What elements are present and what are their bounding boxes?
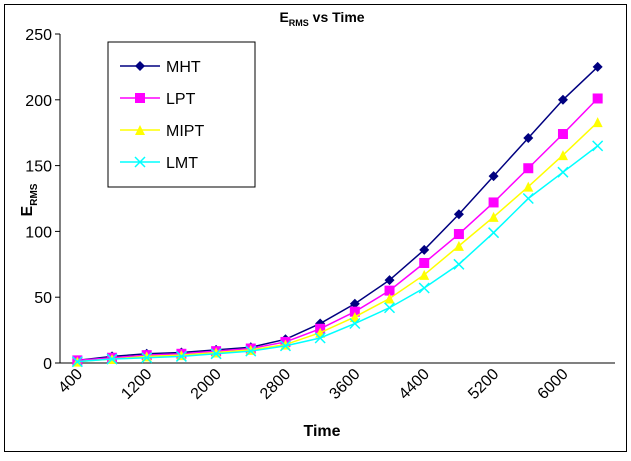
marker: [141, 352, 153, 364]
marker: [592, 117, 603, 128]
marker: [488, 211, 499, 222]
y-tick-label: 50: [34, 290, 52, 307]
x-axis-label: Time: [303, 423, 340, 440]
marker: [523, 132, 534, 143]
marker: [419, 269, 430, 280]
marker: [245, 345, 257, 357]
marker: [418, 282, 430, 294]
marker: [419, 244, 430, 255]
y-tick-label: 150: [25, 159, 52, 176]
marker: [557, 150, 568, 161]
marker: [106, 353, 118, 365]
title-main: E: [279, 9, 288, 25]
y-tick-label: 200: [25, 93, 52, 110]
legend: MHT LPT MIPT LMT: [107, 41, 256, 188]
legend-label: LPT: [166, 91, 196, 108]
marker: [419, 257, 430, 268]
marker: [384, 285, 395, 296]
marker: [592, 61, 603, 72]
marker: [349, 306, 360, 317]
marker: [488, 197, 499, 208]
y-label-sub: RMS: [29, 183, 40, 206]
marker: [175, 350, 187, 362]
y-tick-label: 250: [25, 27, 52, 44]
marker: [384, 275, 395, 286]
y-label-main: E: [19, 205, 36, 216]
marker: [384, 302, 396, 314]
marker: [488, 227, 500, 239]
chart-frame: [4, 4, 627, 452]
y-tick-label: 0: [43, 356, 52, 373]
marker: [71, 356, 83, 368]
series-line: [77, 97, 599, 362]
marker: [245, 344, 256, 355]
marker: [279, 340, 291, 352]
marker: [523, 181, 534, 192]
marker: [211, 347, 222, 358]
y-tick-label: 100: [25, 224, 52, 241]
marker: [349, 311, 360, 322]
series-line: [77, 121, 599, 363]
marker: [592, 93, 603, 104]
marker: [453, 240, 464, 251]
marker: [314, 332, 326, 344]
marker: [488, 171, 499, 182]
marker: [141, 351, 152, 362]
marker: [135, 61, 145, 71]
legend-label: MIPT: [166, 123, 204, 140]
title-sub: RMS: [289, 18, 309, 28]
marker: [135, 125, 145, 135]
marker: [134, 156, 146, 168]
series-line: [77, 66, 599, 362]
marker: [522, 192, 534, 205]
marker: [453, 209, 464, 220]
marker: [135, 93, 145, 103]
marker: [523, 163, 534, 174]
marker: [592, 140, 604, 152]
marker: [280, 339, 291, 350]
marker: [210, 348, 222, 360]
marker: [557, 94, 568, 105]
legend-label: LMT: [166, 155, 198, 172]
marker: [176, 350, 187, 361]
marker: [349, 317, 361, 330]
marker: [557, 166, 569, 178]
y-axis-label: ERMS: [19, 183, 40, 216]
title-rest: vs Time: [309, 9, 365, 25]
marker: [453, 258, 465, 270]
marker: [557, 129, 568, 140]
marker: [349, 298, 360, 309]
marker: [384, 293, 395, 304]
legend-label: MHT: [166, 59, 201, 76]
series-line: [77, 145, 599, 363]
chart-title: ERMS vs Time: [279, 9, 364, 28]
marker: [453, 229, 464, 240]
